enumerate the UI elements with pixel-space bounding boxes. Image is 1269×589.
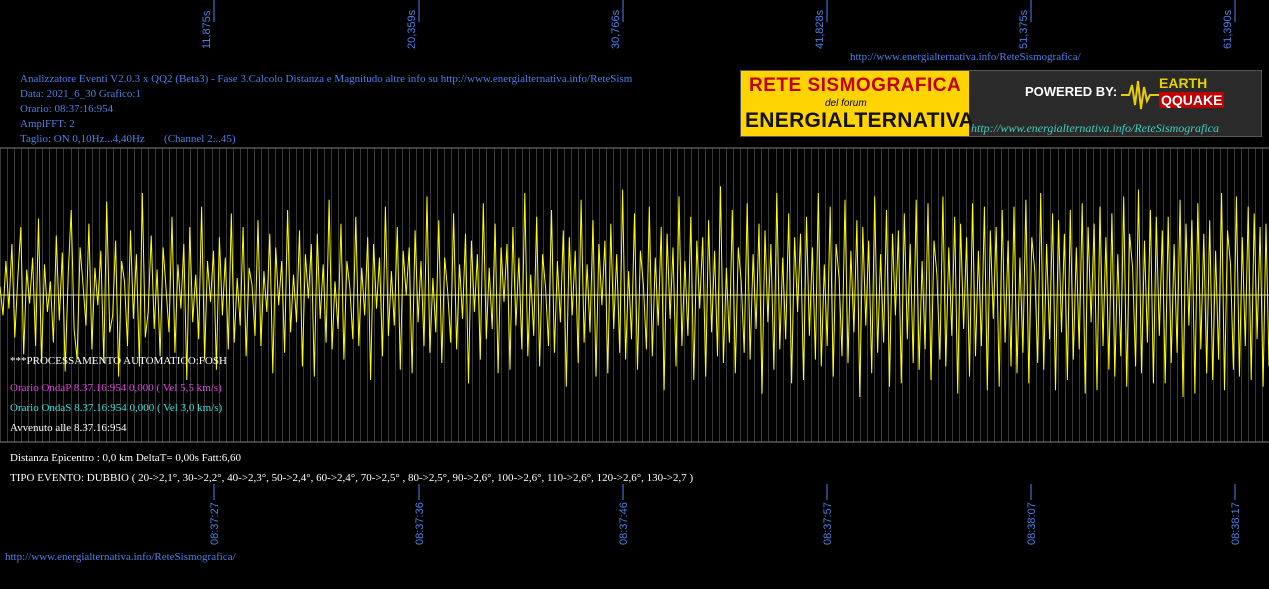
logo-title-line3: ENERGIALTERNATIVA — [745, 109, 975, 132]
top-axis-ticks — [213, 0, 1236, 22]
logo-brand-bottom: QQUAKE — [1159, 92, 1225, 108]
onda-p-time: Orario OndaP 8.37.16:954 0,000 ( Vel 5,5… — [10, 382, 222, 394]
onda-s-time: Orario OndaS 8.37.16:954 0,000 ( Vel 3,0… — [10, 402, 223, 414]
event-time: Avvenuto alle 8.37.16:954 — [10, 422, 127, 434]
info-time: Orario: 08:37:16:954 — [20, 103, 114, 115]
bottom-axis-label: 08:37:27 — [209, 502, 221, 545]
rete-sismografica-logo: RETE SISMOGRAFICA del forum ENERGIALTERN… — [740, 70, 1262, 137]
event-type: TIPO EVENTO: DUBBIO ( 20->2,1°, 30->2,2°… — [10, 472, 694, 484]
info-filter: Taglio: ON 0,10Hz...4,40Hz (Channel 2...… — [20, 133, 236, 145]
seismograph-wave-icon — [1121, 80, 1161, 110]
info-title: Analizzatore Eventi V2.0.3 x QQ2 (Beta3)… — [20, 73, 633, 85]
bottom-axis-label: 08:37:36 — [414, 502, 426, 545]
logo-powered-by: POWERED BY: — [1025, 84, 1118, 99]
logo-url-link[interactable]: http://www.energialternativa.info/ReteSi… — [971, 121, 1219, 135]
logo-title-line1: RETE SISMOGRAFICA — [749, 75, 962, 96]
logo-title-line2: del forum — [825, 98, 867, 109]
info-amplfft: AmplFFT: 2 — [20, 118, 75, 130]
info-date: Data: 2021_6_30 Grafico:1 — [20, 88, 141, 100]
bottom-axis-label: 08:37:57 — [822, 502, 834, 545]
top-url-link[interactable]: http://www.energialternativa.info/ReteSi… — [850, 51, 1081, 63]
top-axis-label: 30,766s — [610, 9, 622, 49]
bottom-axis-label: 08:38:07 — [1026, 502, 1038, 545]
bottom-axis-label: 08:37:46 — [618, 502, 630, 545]
top-axis-label: 41,828s — [814, 9, 826, 49]
epicenter-distance: Distanza Epicentro : 0,0 km DeltaT= 0,00… — [10, 452, 242, 464]
footer-url-link[interactable]: http://www.energialternativa.info/ReteSi… — [5, 551, 236, 563]
processing-label: ***PROCESSAMENTO AUTOMATICO:FOSH — [10, 355, 227, 367]
top-axis-label: 61,390s — [1222, 9, 1234, 49]
bottom-axis-label: 08:38:17 — [1230, 502, 1242, 545]
top-axis-label: 51,375s — [1018, 9, 1030, 49]
logo-brand-top: EARTH — [1159, 75, 1208, 91]
top-axis-label: 20,359s — [406, 9, 418, 49]
logo-yellow-panel: RETE SISMOGRAFICA del forum ENERGIALTERN… — [741, 71, 974, 136]
waveform-line — [0, 186, 1269, 398]
bottom-axis-ticks — [213, 484, 1236, 500]
top-axis-label: 11,875s — [201, 10, 213, 49]
